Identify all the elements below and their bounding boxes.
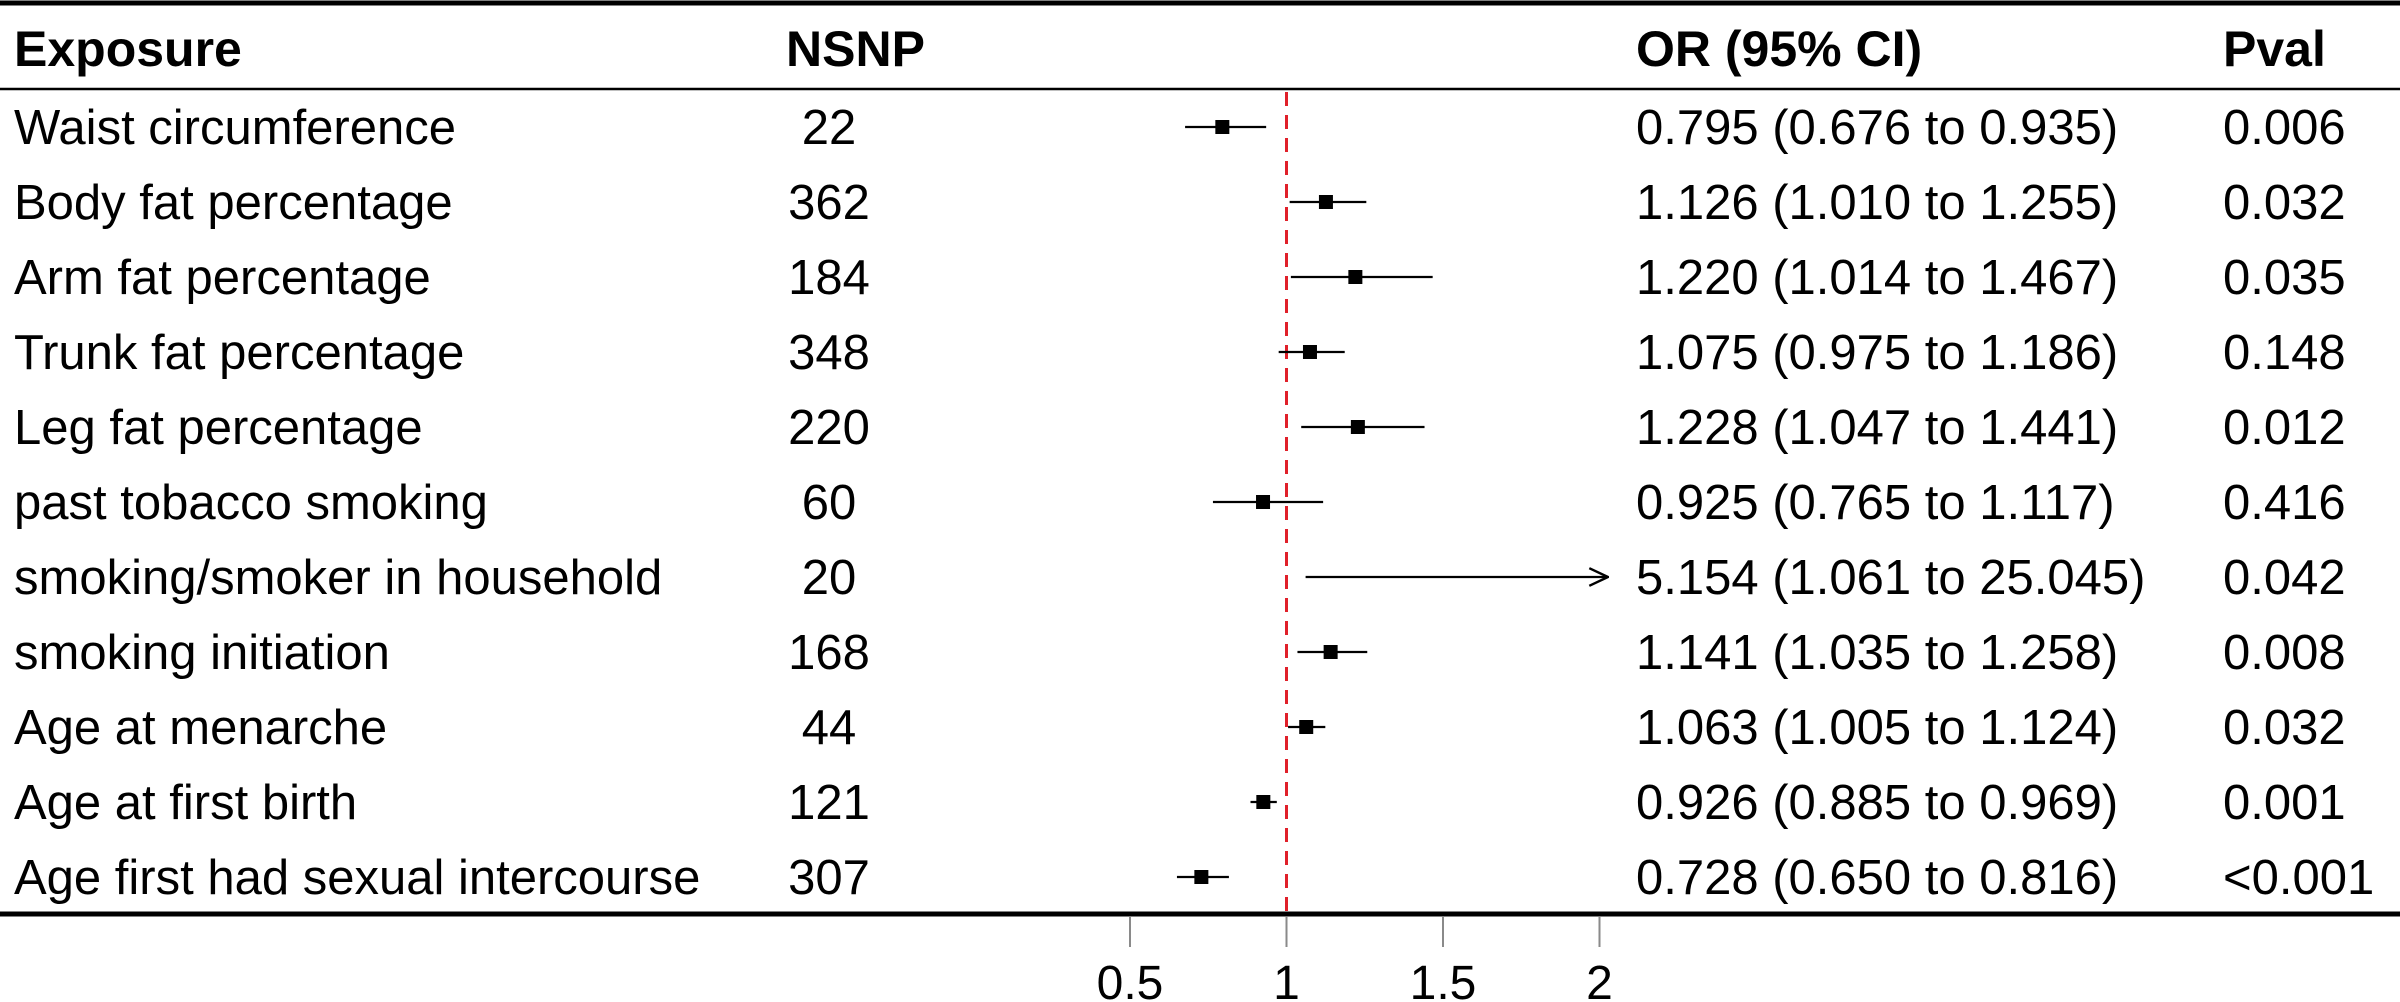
point-estimate [1302,345,1317,359]
x-axis: 0.5 1 1.5 2 [1097,917,1613,1002]
pval-text: 0.008 [2223,626,2346,680]
nsnp-value: 20 [802,551,857,605]
or-ci-text: 0.795 (0.676 to 0.935) [1636,101,2118,155]
exposure-label: Age first had sexual intercourse [14,851,700,905]
point-estimate [1194,870,1209,884]
table-frame [0,0,2400,917]
nsnp-value: 44 [802,701,857,755]
nsnp-value: 220 [788,401,870,455]
table-row: Body fat percentage 362 1.126 (1.010 to 1.… [14,176,2346,230]
table-row: Waist circumference 22 0.795 (0.676 to 0.9… [14,101,2346,155]
exposure-label: smoking/smoker in household [14,551,662,605]
pval-text: 0.032 [2223,701,2346,755]
nsnp-value: 362 [788,176,870,230]
exposure-label: smoking initiation [14,626,390,680]
or-ci-text: 1.141 (1.035 to 1.258) [1636,626,2118,680]
header-or-ci: OR (95% CI) [1636,21,1922,77]
pval-text: 0.001 [2223,776,2346,830]
exposure-label: past tobacco smoking [14,476,488,530]
table-row: Arm fat percentage 184 1.220 (1.014 to 1.4… [14,251,2346,305]
exposure-label: Body fat percentage [14,176,453,230]
table-row: smoking/smoker in household 20 5.154 (1.06… [14,551,2346,605]
point-estimate [1323,645,1338,659]
point-estimate [1299,720,1314,734]
x-tick-label: 1 [1273,957,1300,1002]
pval-text: 0.012 [2223,401,2346,455]
nsnp-value: 348 [788,326,870,380]
header-pval: Pval [2223,21,2326,77]
exposure-label: Arm fat percentage [14,251,431,305]
x-tick-label: 0.5 [1097,957,1164,1002]
pval-text: 0.416 [2223,476,2346,530]
table-row: past tobacco smoking 60 0.925 (0.765 to 1.… [14,476,2346,530]
or-ci-text: 1.063 (1.005 to 1.124) [1636,701,2118,755]
header-exposure: Exposure [14,21,242,77]
point-estimate [1215,120,1230,134]
table-rows: Waist circumference 22 0.795 (0.676 to 0.9… [14,101,2374,905]
or-ci-text: 0.925 (0.765 to 1.117) [1636,476,2115,530]
plot-area [1176,92,1608,912]
exposure-label: Trunk fat percentage [14,326,464,380]
exposure-label: Age at first birth [14,776,357,830]
table-row: smoking initiation 168 1.141 (1.035 to 1.2… [14,626,2346,680]
or-ci-text: 0.926 (0.885 to 0.969) [1636,776,2118,830]
nsnp-value: 184 [788,251,870,305]
exposure-label: Waist circumference [14,101,456,155]
nsnp-value: 307 [788,851,870,905]
nsnp-value: 121 [788,776,870,830]
exposure-label: Leg fat percentage [14,401,423,455]
pval-text: 0.148 [2223,326,2346,380]
pval-text: 0.042 [2223,551,2346,605]
pval-text: 0.032 [2223,176,2346,230]
nsnp-value: 22 [802,101,857,155]
point-estimate [1256,495,1271,509]
x-tick-label: 2 [1586,957,1613,1002]
nsnp-value: 60 [802,476,857,530]
x-tick-label: 1.5 [1410,957,1477,1002]
column-headers: Exposure NSNP OR (95% CI) Pval [14,21,2326,77]
table-row: Age at first birth 121 0.926 (0.885 to 0.9… [14,776,2346,830]
table-row: Trunk fat percentage 348 1.075 (0.975 to 1… [14,326,2346,380]
header-nsnp: NSNP [786,21,925,77]
pval-text: 0.006 [2223,101,2346,155]
point-estimate [1256,795,1271,809]
pval-text: <0.001 [2223,851,2374,905]
or-ci-text: 1.075 (0.975 to 1.186) [1636,326,2118,380]
table-row: Age first had sexual intercourse 307 0.728… [14,851,2374,905]
point-estimate [1348,270,1363,284]
exposure-label: Age at menarche [14,701,387,755]
or-ci-text: 5.154 (1.061 to 25.045) [1636,551,2145,605]
or-ci-text: 1.228 (1.047 to 1.441) [1636,401,2118,455]
or-ci-text: 0.728 (0.650 to 0.816) [1636,851,2118,905]
nsnp-value: 168 [788,626,870,680]
pval-text: 0.035 [2223,251,2346,305]
or-ci-text: 1.220 (1.014 to 1.467) [1636,251,2118,305]
table-row: Leg fat percentage 220 1.228 (1.047 to 1.4… [14,401,2346,455]
point-estimate [1350,420,1365,434]
table-row: Age at menarche 44 1.063 (1.005 to 1.124) 0… [14,701,2346,755]
point-estimate [1318,195,1333,209]
or-ci-text: 1.126 (1.010 to 1.255) [1636,176,2118,230]
